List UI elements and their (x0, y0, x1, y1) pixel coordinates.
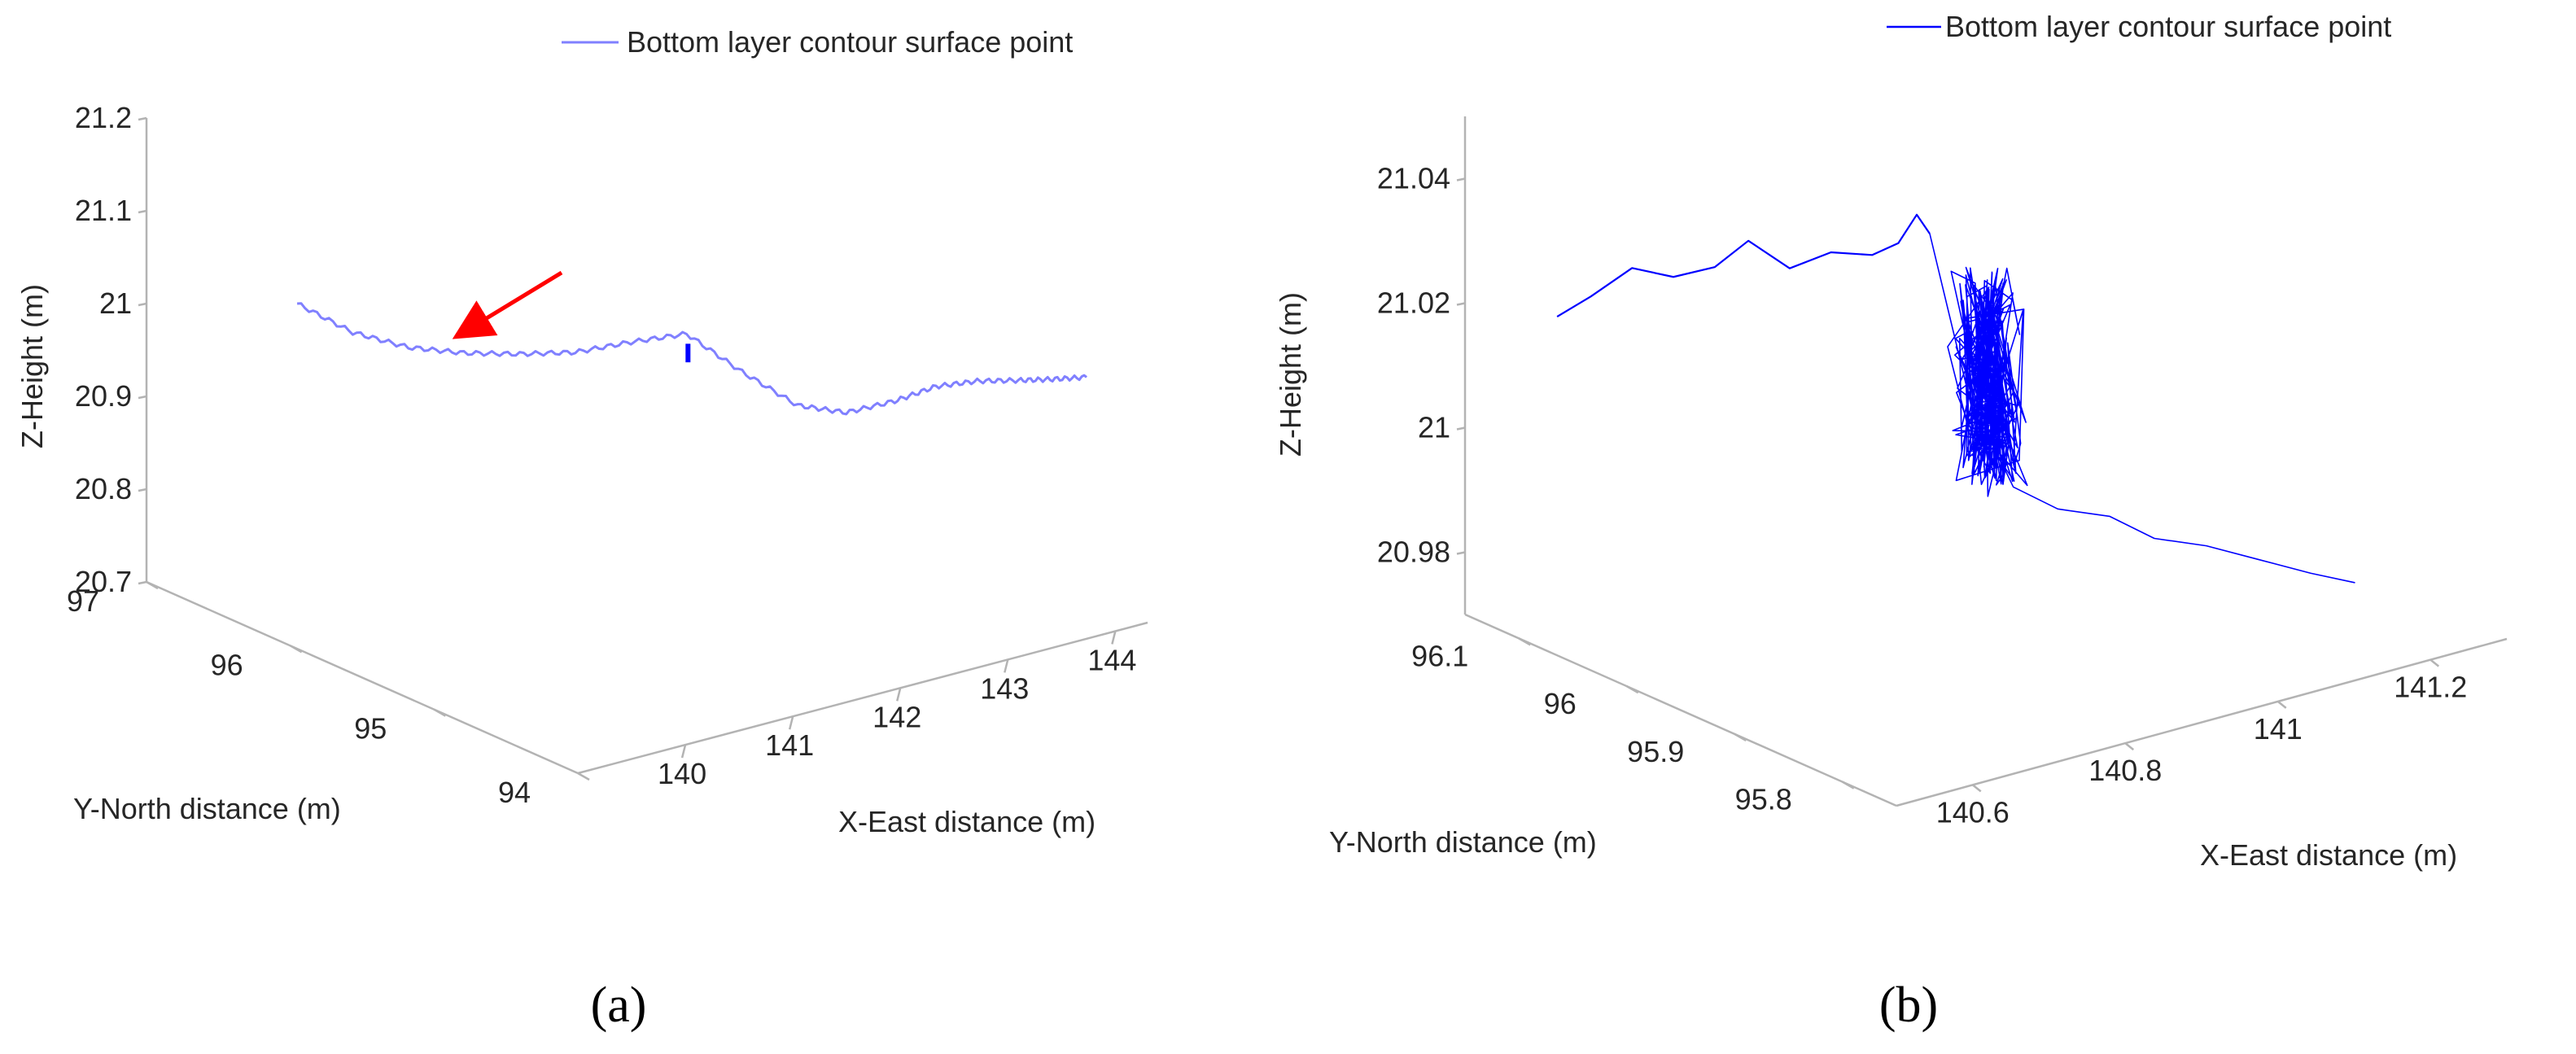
panel-b-series-line (1556, 213, 1931, 318)
b-z-tick-label: 21.04 (1377, 162, 1450, 195)
a-y-tick-label: 97 (67, 584, 99, 618)
b-x-axis-line (1896, 637, 2508, 807)
a-y-tick-mark (290, 645, 303, 654)
b-x-tick-label: 141.2 (2394, 671, 2467, 704)
b-y-tick-mark (1734, 733, 1747, 741)
a-z-tick-label: 20.9 (75, 379, 132, 413)
a-z-tick-mark (138, 209, 147, 214)
panel-a-legend-label: Bottom layer contour surface point (627, 25, 1073, 59)
a-x-tick-mark (896, 687, 902, 702)
a-z-tick-label: 21 (99, 286, 132, 320)
a-y-tick-label: 96 (211, 648, 243, 681)
b-z-tick-label: 21.02 (1377, 286, 1450, 320)
b-x-tick-label: 140.6 (1936, 795, 2010, 829)
b-y-tick-label: 96.1 (1411, 639, 1468, 672)
a-y-tick-mark (146, 580, 159, 590)
a-x-tick-mark (1111, 631, 1117, 645)
panel-b-zlabel: Z-Height (m) (1274, 292, 1307, 457)
b-z-tick-mark (1456, 551, 1466, 555)
a-z-tick-label: 20.7 (75, 565, 132, 598)
b-y-tick-mark (1626, 685, 1639, 694)
a-y-tick-mark (577, 772, 590, 781)
panel-a-ylabel: Y-North distance (m) (73, 792, 341, 825)
a-z-tick-label: 21.1 (75, 194, 132, 227)
b-y-tick-mark (1842, 781, 1855, 789)
panel-b-ylabel: Y-North distance (m) (1329, 825, 1597, 859)
a-y-tick-mark (433, 708, 446, 717)
b-y-tick-mark (1518, 637, 1531, 646)
panel-b-series-cluster (1929, 233, 2355, 584)
panel-b-axes (1463, 116, 2508, 807)
a-x-tick-mark (680, 744, 687, 759)
b-y-tick-label: 96 (1544, 687, 1577, 720)
b-z-tick-mark (1456, 302, 1466, 306)
a-x-tick-mark (1004, 659, 1009, 673)
panel-b-ticks: 140.6 140.8 141 141.2 95.8 95.9 96 96.1 20.98 21 2… (1377, 162, 2467, 829)
a-y-tick-label: 95 (354, 712, 387, 746)
a-x-tick-mark (788, 715, 794, 730)
a-x-tick-label: 141 (765, 728, 814, 762)
a-z-tick-label: 20.8 (75, 472, 132, 505)
b-x-tick-label: 141 (2254, 712, 2303, 746)
a-z-tick-mark (138, 488, 147, 492)
panel-b-xlabel: X-East distance (m) (2200, 838, 2457, 872)
a-x-tick-label: 144 (1087, 643, 1136, 676)
b-x-tick-mark (1971, 784, 1982, 793)
panel-b-legend: Bottom layer contour surface point (1887, 10, 2391, 43)
b-x-tick-mark (2276, 700, 2287, 709)
a-x-axis-line (577, 621, 1148, 775)
b-x-tick-label: 140.8 (2088, 754, 2162, 787)
a-x-tick-label: 140 (658, 757, 706, 790)
a-y-tick-label: 94 (498, 776, 531, 809)
b-x-tick-mark (2429, 658, 2440, 667)
b-z-tick-label: 21 (1418, 411, 1450, 444)
a-x-tick-label: 142 (873, 700, 921, 733)
panel-a-axes (145, 118, 1148, 775)
panel-a-chart: Bottom layer contour surface point 14014… (15, 25, 1148, 838)
b-y-tick-label: 95.9 (1627, 735, 1684, 768)
b-z-tick-mark (1456, 177, 1466, 181)
b-z-tick-label: 20.98 (1377, 536, 1450, 569)
panel-a-zlabel: Z-Height (m) (15, 284, 49, 448)
a-z-tick-mark (138, 116, 147, 121)
b-y-axis-line (1464, 613, 1897, 807)
a-y-axis-line (146, 580, 579, 775)
a-z-tick-mark (138, 302, 147, 307)
panel-b-legend-label: Bottom layer contour surface point (1945, 10, 2391, 43)
b-z-tick-mark (1456, 426, 1466, 431)
panel-b-label: (b) (1879, 977, 1938, 1033)
panel-a-xlabel: X-East distance (m) (838, 805, 1096, 838)
panel-a-series (296, 302, 1087, 416)
a-z-tick-mark (138, 580, 147, 585)
b-y-tick-label: 95.8 (1735, 783, 1792, 816)
panel-a-series-line (296, 302, 1087, 416)
panel-b-series (1556, 213, 2355, 584)
panel-b-chart: Bottom layer contour surface point 140.6… (1274, 10, 2508, 872)
panel-a-legend: Bottom layer contour surface point (562, 25, 1073, 59)
b-x-tick-mark (2124, 742, 2135, 751)
panel-a-annotation-arrow (452, 270, 563, 339)
a-x-tick-label: 143 (980, 671, 1029, 705)
a-z-tick-label: 21.2 (75, 101, 132, 134)
panel-a-label: (a) (591, 977, 647, 1033)
a-z-tick-mark (138, 395, 147, 400)
